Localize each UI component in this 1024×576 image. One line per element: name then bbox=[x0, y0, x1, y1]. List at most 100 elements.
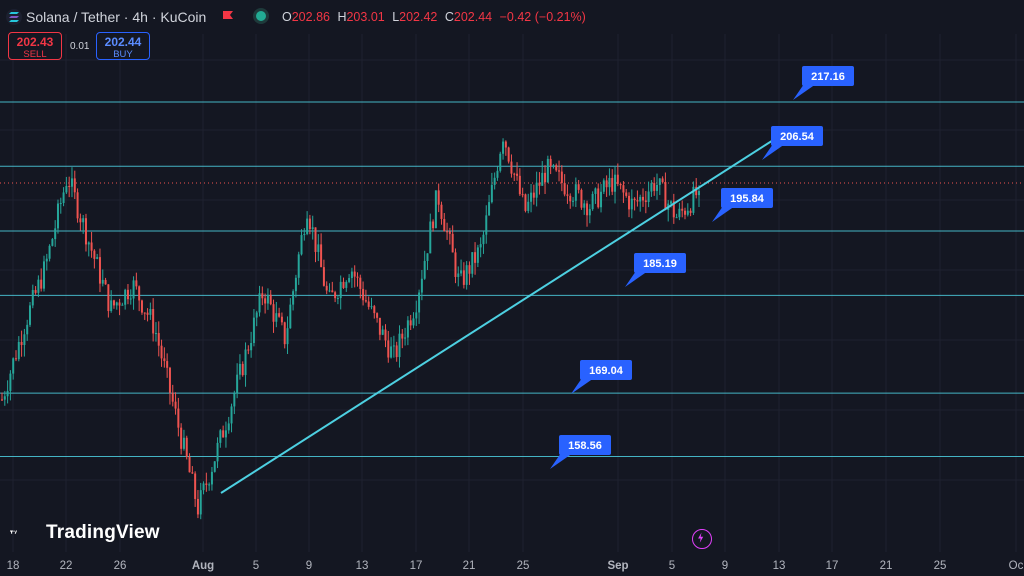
candle-body bbox=[625, 192, 628, 196]
candle-body bbox=[356, 276, 359, 278]
candle-body bbox=[82, 218, 85, 223]
x-tick-label: Oc bbox=[1009, 560, 1024, 572]
candle-body bbox=[681, 208, 684, 211]
market-status-icon bbox=[256, 11, 266, 21]
support-resistance-levels bbox=[0, 101, 1024, 458]
candle-body bbox=[636, 200, 639, 202]
candle-body bbox=[140, 300, 143, 313]
candle-body bbox=[177, 408, 180, 428]
candle-body bbox=[244, 349, 247, 376]
price-label-195.84[interactable]: 195.84 bbox=[712, 188, 773, 222]
candle-body bbox=[110, 300, 113, 312]
high-value: 203.01 bbox=[346, 10, 385, 24]
candle-body bbox=[31, 290, 34, 306]
candle-body bbox=[171, 392, 174, 402]
price-label-158.56[interactable]: 158.56 bbox=[550, 435, 611, 469]
candle-body bbox=[300, 235, 303, 255]
candle-body bbox=[250, 342, 253, 351]
candle-body bbox=[608, 177, 611, 188]
candle-body bbox=[678, 208, 681, 218]
candle-body bbox=[695, 186, 698, 196]
price-label-169.04[interactable]: 169.04 bbox=[571, 360, 632, 394]
candle-body bbox=[269, 294, 272, 305]
candle-body bbox=[541, 172, 544, 186]
candle-body bbox=[70, 178, 73, 187]
candle-body bbox=[149, 308, 152, 315]
candle-body bbox=[174, 401, 177, 409]
high-label: H bbox=[337, 10, 347, 24]
candle-body bbox=[546, 158, 549, 183]
candle-body bbox=[488, 202, 491, 216]
candle-body bbox=[619, 183, 622, 186]
candle-body bbox=[115, 302, 118, 306]
candle-body bbox=[317, 244, 320, 252]
candle-body bbox=[59, 203, 62, 205]
price-label-206.54[interactable]: 206.54 bbox=[762, 126, 823, 160]
candle-body bbox=[513, 173, 516, 175]
candle-body bbox=[574, 184, 577, 201]
candle-body bbox=[482, 234, 485, 245]
buy-button[interactable]: 202.44 BUY bbox=[96, 32, 150, 60]
x-tick-label: 9 bbox=[306, 560, 312, 572]
candle-body bbox=[289, 304, 292, 329]
candle-body bbox=[474, 252, 477, 263]
candle-body bbox=[180, 427, 183, 449]
candle-body bbox=[345, 281, 348, 288]
x-axis-ticks: 18 22 26 Aug 5 9 13 17 21 25 Sep 5 9 13 17 21 25 Oc bbox=[7, 560, 1024, 572]
candle-body bbox=[219, 430, 222, 443]
price-label-217.16[interactable]: 217.16 bbox=[793, 66, 854, 100]
candle-body bbox=[437, 190, 440, 205]
candle-body bbox=[510, 161, 513, 174]
x-tick-label: Sep bbox=[607, 560, 628, 572]
lightning-icon[interactable] bbox=[692, 529, 712, 549]
candle-body bbox=[227, 423, 230, 431]
candle-body bbox=[516, 173, 519, 176]
candle-body bbox=[451, 233, 454, 253]
candle-body bbox=[342, 281, 345, 288]
x-tick-label: 21 bbox=[463, 560, 476, 572]
candle-body bbox=[406, 320, 409, 338]
candle-body bbox=[633, 198, 636, 201]
candle-body bbox=[544, 172, 547, 183]
candle-body bbox=[502, 141, 505, 154]
candle-body bbox=[432, 221, 435, 229]
candle-body bbox=[457, 273, 460, 278]
candle-body bbox=[384, 329, 387, 341]
candle-body bbox=[238, 363, 241, 375]
candle-body bbox=[490, 184, 493, 203]
candle-body bbox=[339, 281, 342, 299]
candle-body bbox=[440, 204, 443, 219]
candle-body bbox=[199, 490, 202, 515]
sell-button[interactable]: 202.43 SELL bbox=[8, 32, 62, 60]
close-label: C bbox=[444, 10, 454, 24]
candle-body bbox=[409, 320, 412, 326]
candle-body bbox=[216, 442, 219, 462]
x-tick-label: 5 bbox=[669, 560, 675, 572]
candle-body bbox=[507, 147, 510, 162]
candle-body bbox=[205, 483, 208, 485]
candle-body bbox=[297, 254, 300, 278]
candle-body bbox=[65, 185, 68, 193]
x-tick-label: 21 bbox=[880, 560, 893, 572]
candle-body bbox=[51, 239, 54, 246]
tradingview-logo-icon[interactable] bbox=[10, 519, 44, 545]
candle-body bbox=[48, 245, 51, 259]
candle-body bbox=[552, 165, 555, 167]
flag-icon[interactable] bbox=[222, 10, 234, 23]
candle-body bbox=[90, 242, 93, 251]
candle-body bbox=[622, 185, 625, 193]
candle-body bbox=[224, 430, 227, 438]
low-label: L bbox=[392, 10, 400, 24]
candle-body bbox=[412, 318, 415, 326]
price-label-185.19[interactable]: 185.19 bbox=[625, 253, 686, 287]
chart-grid bbox=[0, 34, 1024, 552]
candle-body bbox=[98, 257, 101, 284]
candle-body bbox=[3, 396, 6, 400]
candle-body bbox=[28, 305, 31, 325]
candle-body bbox=[54, 228, 57, 240]
candle-body bbox=[278, 313, 281, 317]
symbol-title[interactable]: Solana / Tether · 4h · KuCoin bbox=[26, 9, 207, 25]
candle-body bbox=[286, 328, 289, 345]
candle-body bbox=[616, 174, 619, 184]
